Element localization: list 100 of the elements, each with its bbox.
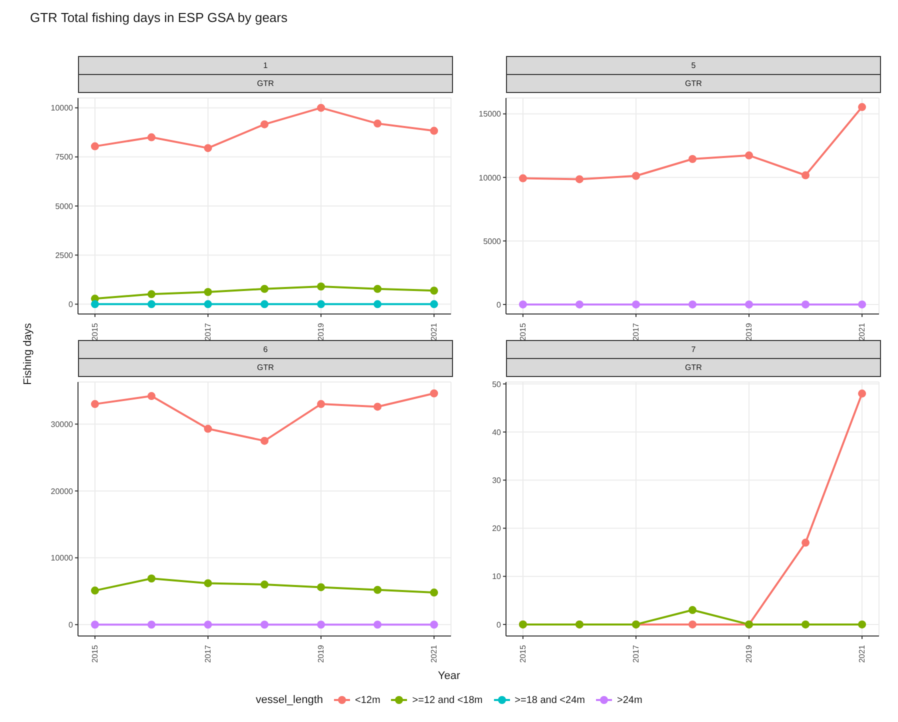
point <box>204 579 212 588</box>
chart-title: 5 <box>506 56 881 75</box>
point <box>90 142 99 150</box>
point <box>575 175 584 184</box>
legend-label: >24m <box>616 694 642 706</box>
point <box>688 154 696 163</box>
point <box>430 126 438 135</box>
point <box>204 144 212 152</box>
y-tick-label: 40 <box>492 428 502 437</box>
point <box>430 389 438 398</box>
point <box>317 400 326 408</box>
point <box>858 103 866 112</box>
point <box>260 580 268 589</box>
chart-subtitle: GTR <box>506 358 881 377</box>
legend-label: >=18 and <24m <box>514 694 585 706</box>
y-tick-label: 10 <box>492 572 502 582</box>
y-tick-label: 0 <box>496 620 502 630</box>
y-axis-title: Fishing days <box>22 322 34 387</box>
point <box>260 300 268 308</box>
y-tick-label: 2500 <box>55 250 74 260</box>
y-tick-label: 20000 <box>50 486 74 496</box>
point <box>204 288 212 296</box>
x-tick-label: 2015 <box>90 644 100 663</box>
x-tick-label: 2021 <box>858 644 867 663</box>
point <box>802 300 810 308</box>
point <box>317 583 326 592</box>
y-tick-label: 30000 <box>50 420 74 429</box>
x-tick-label: 2017 <box>203 644 212 663</box>
point <box>147 300 156 308</box>
y-tick-label: 50 <box>492 380 502 389</box>
x-tick-label: 2021 <box>430 322 439 341</box>
point <box>374 586 382 594</box>
point <box>90 300 99 308</box>
point <box>632 172 640 180</box>
point <box>90 620 99 629</box>
point <box>518 174 527 182</box>
point <box>147 133 156 142</box>
x-tick-label: 2015 <box>518 644 528 663</box>
point <box>430 300 438 308</box>
point <box>430 588 438 597</box>
chart-title: 1 <box>78 56 453 75</box>
point <box>317 104 326 112</box>
y-tick-label: 10000 <box>50 104 74 113</box>
y-tick-label: 0 <box>68 620 74 630</box>
point <box>260 620 268 629</box>
point <box>317 300 326 308</box>
y-tick-label: 7500 <box>55 152 74 162</box>
x-tick-label: 2015 <box>90 322 100 341</box>
point <box>204 620 212 629</box>
x-tick-label: 2021 <box>858 322 867 341</box>
point <box>802 538 810 547</box>
x-tick-label: 2021 <box>430 644 439 663</box>
point <box>147 392 156 400</box>
y-tick-label: 15000 <box>478 110 502 119</box>
point <box>374 300 382 308</box>
chart-title: 7 <box>506 340 881 359</box>
y-tick-label: 20 <box>492 524 502 534</box>
legend-label: <12m <box>355 694 380 706</box>
point <box>90 586 99 595</box>
y-tick-label: 5000 <box>483 236 502 246</box>
point <box>745 151 754 160</box>
x-tick-label: 2019 <box>744 644 754 663</box>
y-tick-label: 30 <box>492 476 502 485</box>
x-tick-label: 2019 <box>316 322 326 341</box>
x-tick-label: 2019 <box>316 644 326 663</box>
y-tick-label: 0 <box>496 300 502 310</box>
text: GTR Total fishing days in ESP GSA by gears <box>30 10 288 25</box>
x-tick-label: 2017 <box>631 322 640 341</box>
point <box>745 300 754 308</box>
chart-subtitle: GTR <box>78 74 453 93</box>
point <box>374 620 382 629</box>
point <box>858 390 866 398</box>
point <box>90 400 99 408</box>
point <box>260 436 268 445</box>
point <box>374 402 382 411</box>
point <box>204 300 212 308</box>
point <box>688 620 696 628</box>
x-tick-label: 2015 <box>518 322 528 341</box>
point <box>802 171 810 180</box>
point <box>147 290 156 298</box>
x-tick-label: 2017 <box>631 644 640 663</box>
legend-label: >=12 and <18m <box>412 694 483 706</box>
chart-title: 6 <box>78 340 453 359</box>
legend-title: vessel_length <box>256 694 323 706</box>
point <box>374 120 382 128</box>
point <box>430 620 438 629</box>
point <box>688 606 696 614</box>
point <box>430 286 438 295</box>
point <box>858 620 866 628</box>
point <box>575 300 584 308</box>
chart-subtitle: GTR <box>506 74 881 93</box>
x-axis-title: Year <box>436 670 462 682</box>
point <box>802 620 810 628</box>
point <box>858 300 866 308</box>
y-tick-label: 5000 <box>55 202 74 211</box>
x-tick-label: 2017 <box>203 322 212 341</box>
y-tick-label: 0 <box>68 300 74 310</box>
point <box>374 284 382 293</box>
point <box>260 284 268 293</box>
point <box>317 620 326 629</box>
